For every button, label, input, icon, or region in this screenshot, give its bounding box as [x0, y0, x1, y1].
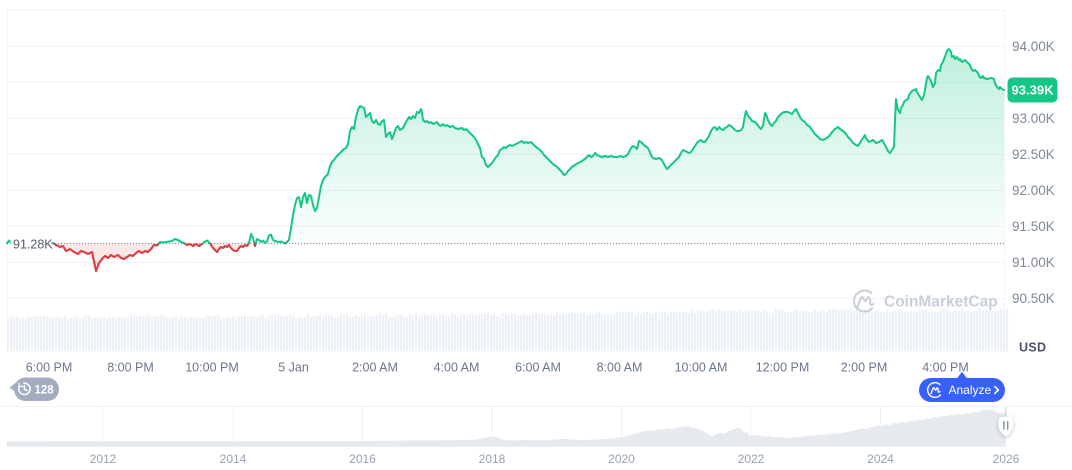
svg-text:93.39K: 93.39K [1012, 83, 1055, 98]
svg-text:2026: 2026 [993, 452, 1020, 466]
svg-text:2024: 2024 [867, 452, 894, 466]
svg-text:92.50K: 92.50K [1012, 147, 1055, 162]
svg-text:2022: 2022 [738, 452, 765, 466]
svg-text:USD: USD [1019, 341, 1046, 355]
svg-text:91.28K: 91.28K [13, 238, 53, 252]
svg-text:8:00 AM: 8:00 AM [597, 361, 643, 375]
svg-text:2016: 2016 [349, 452, 376, 466]
svg-text:92.00K: 92.00K [1012, 183, 1055, 198]
svg-text:5 Jan: 5 Jan [278, 361, 309, 375]
svg-text:2014: 2014 [220, 452, 247, 466]
svg-text:93.00K: 93.00K [1012, 111, 1055, 126]
svg-text:10:00 PM: 10:00 PM [185, 361, 239, 375]
svg-text:2012: 2012 [90, 452, 117, 466]
svg-text:91.50K: 91.50K [1012, 219, 1055, 234]
svg-text:4:00 AM: 4:00 AM [434, 361, 480, 375]
svg-text:6:00 AM: 6:00 AM [515, 361, 561, 375]
svg-text:Analyze: Analyze [949, 383, 992, 397]
svg-text:94.00K: 94.00K [1012, 39, 1055, 54]
svg-text:2:00 AM: 2:00 AM [352, 361, 398, 375]
svg-text:2:00 PM: 2:00 PM [841, 361, 888, 375]
svg-text:90.50K: 90.50K [1012, 291, 1055, 306]
svg-text:6:00 PM: 6:00 PM [26, 361, 73, 375]
svg-text:128: 128 [35, 384, 55, 396]
svg-text:4:00 PM: 4:00 PM [922, 361, 969, 375]
svg-text:10:00 AM: 10:00 AM [675, 361, 728, 375]
svg-text:2018: 2018 [479, 452, 506, 466]
svg-text:91.00K: 91.00K [1012, 255, 1055, 270]
svg-text:8:00 PM: 8:00 PM [107, 361, 154, 375]
svg-text:2020: 2020 [608, 452, 635, 466]
svg-text:12:00 PM: 12:00 PM [756, 361, 810, 375]
svg-text:CoinMarketCap: CoinMarketCap [884, 294, 998, 311]
